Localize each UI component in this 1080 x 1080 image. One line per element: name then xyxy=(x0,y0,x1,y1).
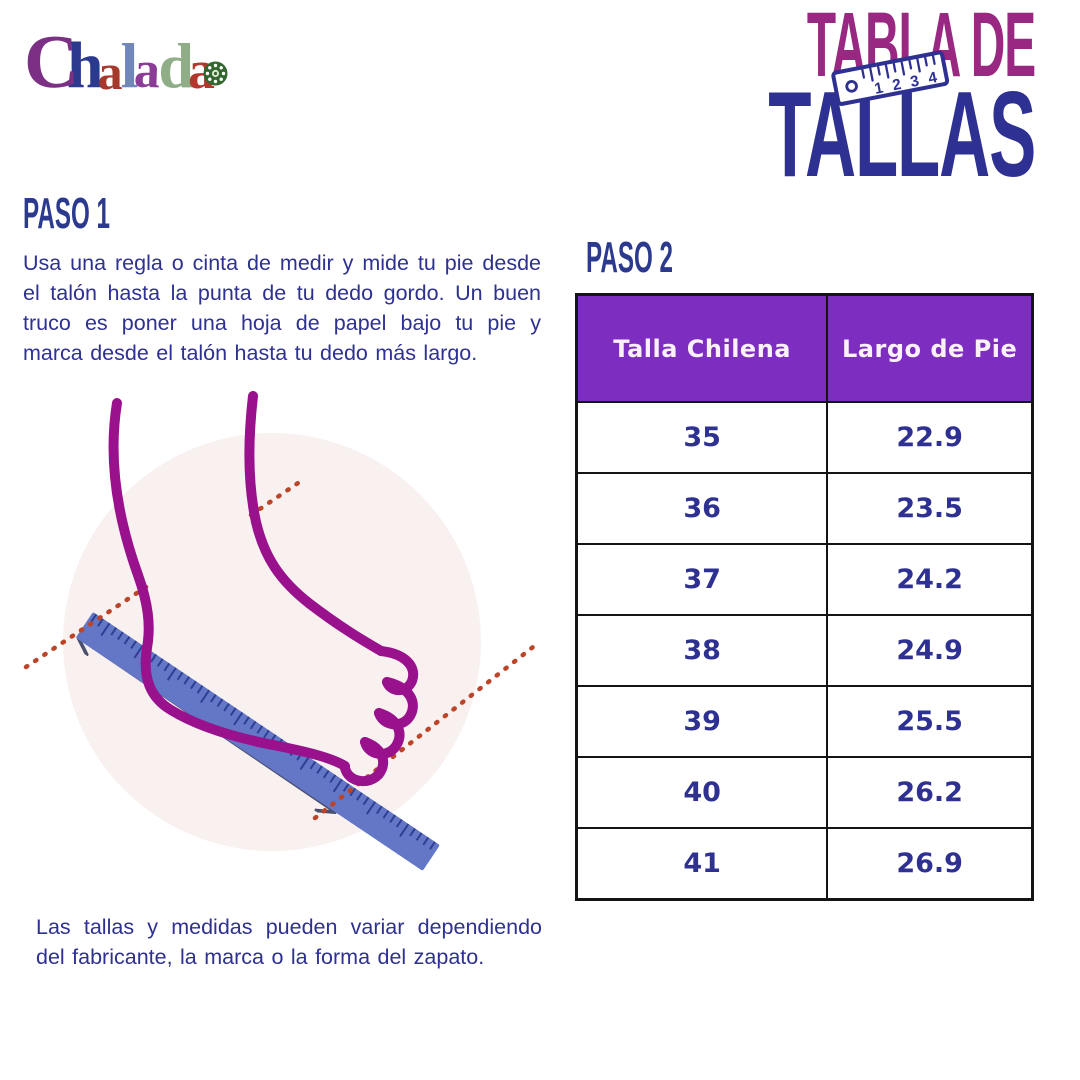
logo-letter: a xyxy=(133,41,162,100)
logo-letter: l xyxy=(120,30,139,101)
largo-value: 22.9 xyxy=(826,401,1034,474)
talla-value: 37 xyxy=(575,543,829,616)
largo-value: 24.9 xyxy=(826,614,1034,687)
table-row: 36 23.5 xyxy=(575,472,1034,545)
largo-value: 26.2 xyxy=(826,756,1034,829)
tape-number: 3 xyxy=(909,72,921,90)
page-title: TABLA DE TALLAS xyxy=(575,0,1036,195)
disclaimer-note: Las tallas y medidas pueden variar depen… xyxy=(36,915,542,969)
largo-value: 26.9 xyxy=(826,827,1034,901)
largo-value: 25.5 xyxy=(826,685,1034,758)
step-2-heading: PASO 2 xyxy=(586,233,673,282)
table-row: 39 25.5 xyxy=(575,685,1034,758)
talla-value: 36 xyxy=(575,472,829,545)
tape-number: 2 xyxy=(891,76,903,94)
table-row: 38 24.9 xyxy=(575,614,1034,687)
tape-number: 1 xyxy=(873,79,885,97)
step-1-instructions: Usa una regla o cinta de medir y mide tu… xyxy=(23,251,541,365)
logo-letter: d xyxy=(158,30,194,101)
brand-logo: C h a l a d a xyxy=(22,19,228,110)
dotted-guide-lines xyxy=(23,478,536,821)
talla-value: 39 xyxy=(575,685,829,758)
talla-value: 41 xyxy=(575,827,829,901)
talla-value: 38 xyxy=(575,614,829,687)
logo-letter: h xyxy=(66,29,104,102)
table-row: 40 26.2 xyxy=(575,756,1034,829)
foot-outline xyxy=(108,391,419,787)
largo-value: 24.2 xyxy=(826,543,1034,616)
column-header-largo: Largo de Pie xyxy=(826,293,1034,403)
talla-value: 40 xyxy=(575,756,829,829)
flower-icon xyxy=(203,61,228,86)
size-table-header-row: Talla Chilena Largo de Pie xyxy=(575,293,1034,403)
logo-letter: C xyxy=(22,19,81,105)
measuring-tape-icon: 1 2 3 4 xyxy=(831,50,950,106)
logo-letter: a xyxy=(97,44,123,100)
largo-value: 23.5 xyxy=(826,472,1034,545)
talla-value: 35 xyxy=(575,401,829,474)
foot-measure-illustration xyxy=(10,390,540,890)
table-row: 41 26.9 xyxy=(575,827,1034,901)
table-row: 37 24.2 xyxy=(575,543,1034,616)
step-1-heading: PASO 1 xyxy=(23,189,110,238)
column-header-talla: Talla Chilena xyxy=(575,293,829,403)
table-row: 35 22.9 xyxy=(575,401,1034,474)
step-1-section: PASO 1 Usa una regla o cinta de medir y … xyxy=(23,192,541,368)
tape-number: 4 xyxy=(927,69,939,87)
size-table: Talla Chilena Largo de Pie 35 22.9 36 23… xyxy=(575,293,1034,901)
